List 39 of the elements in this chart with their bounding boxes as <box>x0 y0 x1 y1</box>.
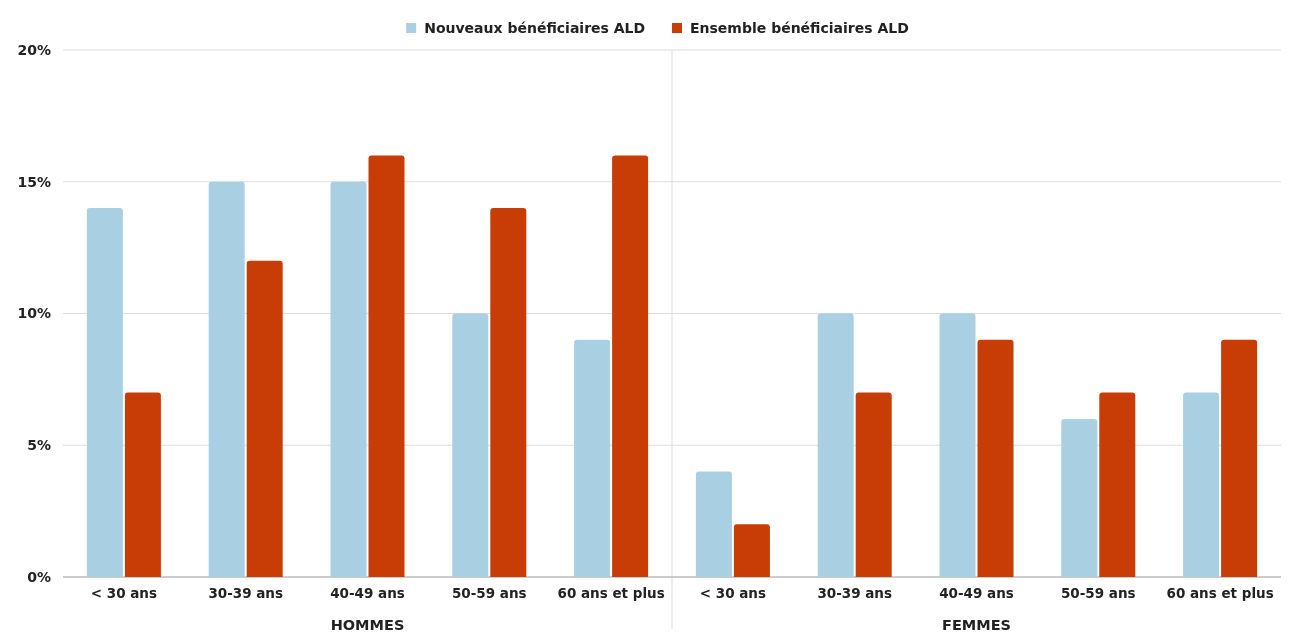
text: FEMMES <box>941 617 1012 633</box>
bar <box>1221 339 1258 577</box>
bar <box>208 181 245 577</box>
bar <box>612 155 649 577</box>
bar <box>855 392 892 577</box>
y-tick-label: 15% <box>17 173 51 190</box>
y-tick-label: 0% <box>27 568 51 585</box>
legend-label: Nouveaux bénéficiaires ALD <box>424 19 646 36</box>
bar <box>574 339 611 577</box>
x-tick-label: 60 ans et plus <box>1166 585 1274 601</box>
bar <box>977 339 1014 577</box>
x-tick-label: < 30 ans <box>699 585 767 601</box>
x-tick-label: 40-49 ans <box>939 585 1014 601</box>
bar <box>1183 392 1220 577</box>
bar <box>368 155 405 577</box>
x-tick-label: 30-39 ans <box>817 585 893 601</box>
bar <box>124 392 161 577</box>
bar <box>86 208 123 577</box>
x-tick-label: 40-49 ans <box>330 585 405 601</box>
x-tick-label: < 30 ans <box>90 585 158 601</box>
y-tick-label: 10% <box>17 305 51 322</box>
bar <box>939 313 976 577</box>
x-tick-label: 50-59 ans <box>451 585 527 601</box>
legend-label: Ensemble bénéficiaires ALD <box>690 19 909 36</box>
bar <box>695 471 732 577</box>
text: HOMMES <box>330 617 405 633</box>
bar <box>1061 418 1098 577</box>
bar <box>1099 392 1136 577</box>
x-tick-label: 30-39 ans <box>208 585 284 601</box>
y-tick-label: 20% <box>17 41 51 58</box>
bar <box>490 208 527 577</box>
x-tick-label: 60 ans et plus <box>557 585 665 601</box>
bar <box>330 181 367 577</box>
bar <box>733 524 770 577</box>
y-tick-label: 5% <box>27 437 51 454</box>
x-tick-label: 50-59 ans <box>1060 585 1136 601</box>
bar <box>246 260 283 577</box>
bar <box>452 313 489 577</box>
bar <box>817 313 854 577</box>
